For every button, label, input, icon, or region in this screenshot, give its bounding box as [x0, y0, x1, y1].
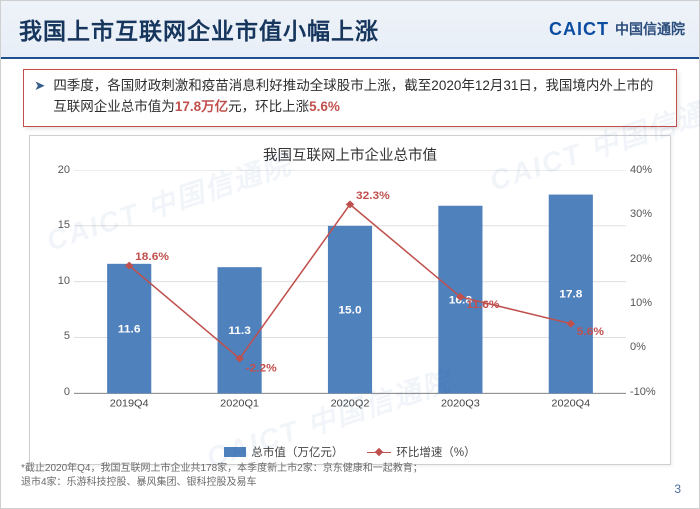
brand-cn: 中国信通院: [615, 19, 685, 39]
line-value-label: -2.2%: [246, 363, 277, 375]
legend-line: 环比增速（%）: [367, 444, 475, 460]
bar-value-label: 15.0: [338, 304, 361, 316]
x-axis-label: 2019Q4: [110, 397, 149, 409]
highlight-value-1: 17.8万亿: [175, 99, 228, 114]
y-left-tick: 5: [34, 330, 74, 342]
line-value-label: 32.3%: [356, 190, 390, 202]
y-left-tick: 0: [34, 386, 74, 398]
page-title: 我国上市互联网企业市值小幅上涨: [19, 12, 549, 46]
legend-line-label: 环比增速（%）: [396, 444, 475, 460]
footnote-line-2: 退市4家：乐游科技控股、暴风集团、银科控股及易车: [21, 476, 423, 490]
legend-bar-swatch-icon: [224, 447, 246, 457]
page-number: 3: [674, 482, 681, 496]
footnote-line-1: *截止2020年Q4，我国互联网上市企业共178家，本季度新上市2家：京东健康和…: [21, 462, 423, 476]
line-value-label: 11.6%: [466, 299, 499, 311]
y-right-tick: 0%: [626, 341, 666, 353]
slide: 我国上市互联网企业市值小幅上涨 CAICT 中国信通院 ➤ 四季度，各国财政刺激…: [0, 0, 700, 509]
brand: CAICT 中国信通院: [549, 19, 685, 40]
x-axis-label: 2020Q4: [551, 397, 590, 409]
x-axis-label: 2020Q3: [441, 397, 480, 409]
line-value-label: 18.6%: [135, 251, 169, 263]
summary-box: ➤ 四季度，各国财政刺激和疫苗消息利好推动全球股市上涨，截至2020年12月31…: [23, 69, 677, 127]
line-value-label: 5.6%: [577, 326, 604, 338]
bar-value-label: 11.3: [228, 325, 251, 337]
chart-title: 我国互联网上市企业总市值: [30, 136, 670, 167]
summary-text: 四季度，各国财政刺激和疫苗消息利好推动全球股市上涨，截至2020年12月31日，…: [53, 76, 666, 118]
bullet-marker-icon: ➤: [34, 76, 45, 118]
y-axis-left: 05101520: [34, 170, 74, 410]
x-axis-label: 2020Q2: [331, 397, 370, 409]
y-right-tick: -10%: [626, 386, 666, 398]
y-left-tick: 10: [34, 275, 74, 287]
bar-value-label: 17.8: [559, 289, 583, 301]
y-axis-right: -10%0%10%20%30%40%: [626, 170, 666, 410]
legend: 总市值（万亿元） 环比增速（%）: [30, 444, 670, 460]
y-right-tick: 40%: [626, 164, 666, 176]
chart-svg: 11.611.315.016.817.818.6%-2.2%32.3%11.6%…: [74, 170, 626, 410]
legend-line-swatch-icon: [367, 447, 391, 457]
legend-bar-label: 总市值（万亿元）: [251, 444, 343, 460]
bar-value-label: 11.6: [118, 323, 141, 335]
brand-logo: CAICT: [549, 19, 609, 40]
highlight-value-2: 5.6%: [309, 99, 340, 114]
y-left-tick: 15: [34, 219, 74, 231]
legend-bar: 总市值（万亿元）: [224, 444, 343, 460]
y-right-tick: 20%: [626, 253, 666, 265]
chart-container: 我国互联网上市企业总市值 0 5 10 15 20 -10% 0% 10% 20% 30% 40%…: [29, 135, 671, 465]
plot-area: 11.611.315.016.817.818.6%-2.2%32.3%11.6%…: [74, 170, 626, 410]
title-bar: 我国上市互联网企业市值小幅上涨 CAICT 中国信通院: [1, 1, 699, 59]
y-left-tick: 20: [34, 164, 74, 176]
x-axis-label: 2020Q1: [220, 397, 259, 409]
y-right-tick: 30%: [626, 208, 666, 220]
footnote: *截止2020年Q4，我国互联网上市企业共178家，本季度新上市2家：京东健康和…: [21, 462, 423, 490]
y-right-tick: 10%: [626, 297, 666, 309]
